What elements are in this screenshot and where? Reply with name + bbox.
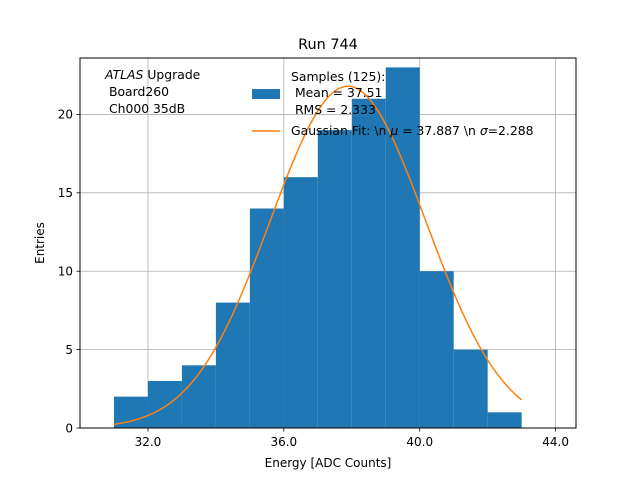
plot-frame (79, 57, 577, 429)
legend-fit-label: Gaussian Fit: \n μ = 37.887 \n σ=2.288 (291, 123, 534, 138)
annotation-line-2: Board260 (105, 84, 169, 99)
histogram-bar (317, 130, 352, 428)
legend-hist-label-1: Samples (125): (291, 69, 385, 84)
y-tick-label: 10 (58, 265, 73, 279)
histogram-bar (385, 67, 420, 429)
histogram-bar (453, 349, 488, 428)
legend-hist-label-3: RMS = 2.333 (291, 102, 376, 117)
histogram-bar (147, 380, 182, 428)
y-axis-label: Entries (33, 222, 47, 264)
annotation-upgrade: Upgrade (143, 67, 200, 82)
legend-fit-mid: = 37.887 \n (398, 123, 480, 138)
histogram-bar (419, 271, 454, 428)
legend-hist-label-2: Mean = 37.51 (291, 85, 382, 100)
histogram-bar (487, 412, 522, 428)
legend-fit-mu: μ (389, 123, 398, 138)
gaussian-fit-line (113, 85, 523, 426)
ticks-layer: 32.0 36.0 40.0 44.0 0 5 10 15 20 (58, 108, 569, 449)
histogram-bar (351, 98, 386, 429)
x-tick-label: 32.0 (135, 435, 162, 449)
y-tick-label: 5 (65, 343, 73, 357)
legend-hist-swatch (252, 89, 280, 99)
annotation-line-1: ATLAS Upgrade (104, 67, 200, 82)
legend-fit-post: =2.288 (488, 123, 534, 138)
chart-title: Run 744 (298, 37, 358, 53)
y-tick-label: 20 (58, 108, 73, 122)
atlas-annotation: ATLAS Upgrade Board260 Ch000 35dB (104, 67, 200, 116)
y-tick-label: 15 (58, 186, 73, 200)
bars-layer (113, 67, 522, 429)
x-tick-label: 44.0 (542, 435, 569, 449)
histogram-bar (249, 208, 284, 428)
x-tick-label: 40.0 (406, 435, 433, 449)
legend-fit-sigma: σ (480, 123, 489, 138)
x-tick-label: 36.0 (270, 435, 297, 449)
y-tick-label: 0 (65, 421, 73, 435)
x-axis-label: Energy [ADC Counts] (265, 456, 392, 470)
histogram-bar (283, 177, 318, 428)
annotation-line-3: Ch000 35dB (105, 101, 185, 116)
histogram-bar (181, 365, 216, 428)
histogram-bar (215, 302, 250, 428)
legend: Samples (125): Mean = 37.51 RMS = 2.333 … (252, 69, 534, 138)
annotation-atlas-italic: ATLAS (104, 67, 144, 82)
fit-layer (113, 85, 523, 426)
legend-fit-pre: Gaussian Fit: \n (291, 123, 390, 138)
